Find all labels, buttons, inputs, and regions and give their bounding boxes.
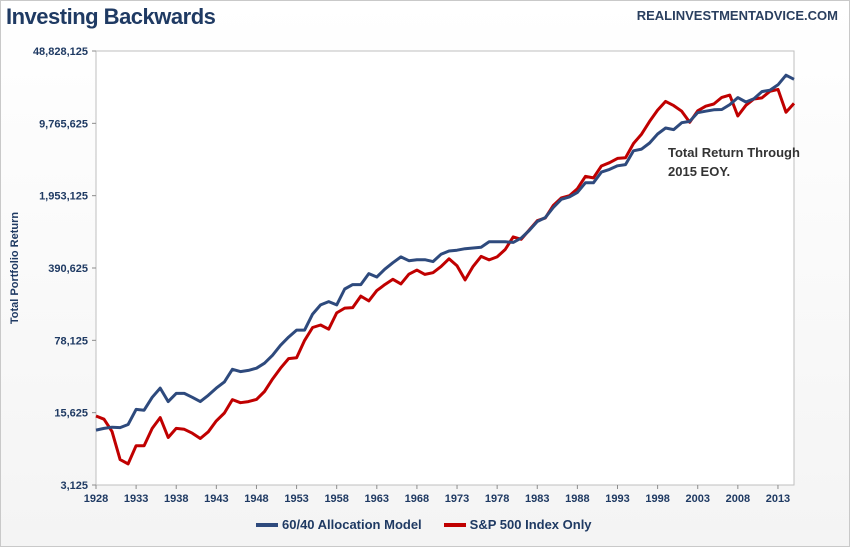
y-tick-label: 9,765,625: [39, 118, 88, 130]
x-tick-label: 1973: [445, 493, 469, 505]
legend-label-sp500: S&P 500 Index Only: [469, 517, 592, 532]
annotation-line-2: 2015 EOY.: [668, 164, 730, 179]
legend-swatch-sp500: [443, 522, 466, 527]
x-tick-label: 2003: [685, 493, 709, 505]
y-tick-label: 48,828,125: [33, 46, 88, 58]
x-tick-label: 1983: [525, 493, 549, 505]
x-tick-label: 1998: [645, 493, 669, 505]
legend: 60/40 Allocation Model S&P 500 Index Onl…: [256, 517, 592, 532]
x-tick-label: 2008: [726, 493, 750, 505]
plot-area: [95, 50, 795, 486]
x-tick-label: 1963: [365, 493, 389, 505]
legend-item-60-40: 60/40 Allocation Model: [256, 517, 422, 532]
source-label: REALINVESTMENTADVICE.COM: [636, 8, 838, 23]
x-tick-label: 1938: [164, 493, 188, 505]
legend-item-sp500: S&P 500 Index Only: [443, 517, 592, 532]
x-tick-label: 1953: [284, 493, 308, 505]
x-tick-label: 1978: [485, 493, 509, 505]
y-tick-label: 78,125: [54, 335, 88, 347]
y-tick-label: 1,953,125: [39, 191, 88, 203]
legend-label-60-40: 60/40 Allocation Model: [282, 517, 422, 532]
y-tick-label: 15,625: [54, 408, 88, 420]
x-tick-label: 1988: [565, 493, 589, 505]
x-tick-label: 1958: [324, 493, 348, 505]
y-tick-label: 3,125: [60, 480, 88, 492]
x-tick-label: 1933: [124, 493, 148, 505]
annotation-line-1: Total Return Through: [668, 145, 800, 160]
legend-swatch-60-40: [256, 522, 278, 527]
x-tick-label: 1928: [84, 493, 108, 505]
x-tick-label: 1943: [204, 493, 228, 505]
x-tick-label: 1968: [405, 493, 429, 505]
series-line-60-40: [95, 73, 795, 432]
x-tick-label: 1948: [244, 493, 268, 505]
x-tick-label: 2013: [766, 493, 790, 505]
y-tick-label: 390,625: [48, 263, 88, 275]
x-tick-label: 1993: [605, 493, 629, 505]
y-axis-label: Total Portfolio Return: [9, 212, 21, 325]
chart-title: Investing Backwards: [6, 4, 216, 29]
series-line-sp500: [95, 87, 796, 466]
